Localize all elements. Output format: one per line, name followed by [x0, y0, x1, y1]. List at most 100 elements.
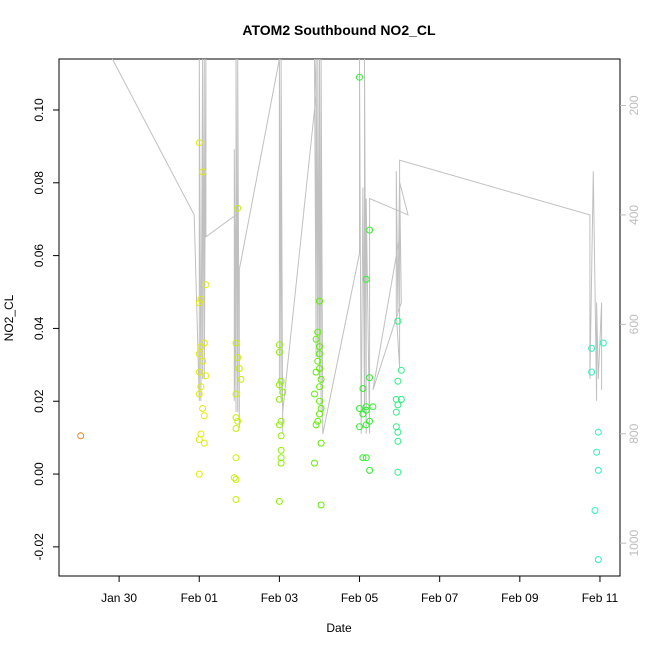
- data-point: [314, 417, 322, 425]
- data-point: [397, 366, 405, 374]
- data-point: [362, 421, 370, 429]
- data-point: [362, 454, 370, 462]
- data-point: [394, 428, 402, 436]
- data-point: [392, 408, 400, 416]
- secondary-series-line: [111, 58, 603, 434]
- plot-frame: [58, 58, 621, 577]
- data-point: [199, 405, 207, 412]
- data-point: [316, 297, 323, 305]
- data-point: [356, 405, 363, 412]
- data-point: [275, 381, 283, 389]
- data-point: [277, 454, 285, 462]
- data-point: [594, 556, 602, 564]
- data-point: [197, 343, 205, 351]
- points-layer: [77, 73, 607, 564]
- right-y-tick-label: 600: [627, 314, 641, 334]
- y-tick-label: 0.00: [32, 462, 46, 486]
- data-point: [317, 375, 325, 383]
- y-axis-label: NO2_CL: [2, 294, 16, 341]
- data-point: [369, 403, 377, 411]
- data-point: [394, 377, 402, 385]
- data-point: [311, 459, 318, 467]
- data-point: [277, 459, 285, 467]
- data-point: [195, 139, 203, 147]
- data-point: [275, 341, 283, 349]
- data-point: [199, 357, 207, 365]
- data-point: [232, 496, 240, 503]
- data-point: [195, 350, 203, 358]
- data-point: [237, 375, 245, 383]
- x-tick-label: Feb 07: [421, 591, 459, 605]
- secondary-line-layer: [111, 58, 603, 434]
- data-point: [359, 385, 367, 392]
- data-point: [277, 432, 285, 440]
- y-tick-label: -0.02: [32, 533, 46, 561]
- data-point: [200, 439, 208, 447]
- x-tick-label: Feb 05: [341, 591, 379, 605]
- y-tick-label: 0.06: [32, 244, 46, 268]
- data-point: [232, 390, 240, 398]
- y-axis: -0.02 0.00 0.02 0.04 0.06 0.08 0.10: [32, 98, 59, 561]
- data-point: [77, 432, 85, 440]
- data-point: [362, 275, 370, 283]
- y-tick-label: 0.02: [32, 389, 46, 413]
- data-point: [316, 343, 323, 351]
- data-point: [356, 423, 363, 431]
- chart-title: ATOM2 Southbound NO2_CL: [242, 22, 436, 38]
- data-point: [394, 401, 402, 409]
- data-point: [200, 412, 208, 420]
- data-point: [394, 437, 402, 445]
- data-point: [594, 428, 602, 436]
- x-tick-label: Feb 03: [261, 591, 299, 605]
- x-tick-label: Jan 30: [101, 591, 137, 605]
- right-y-tick-label: 200: [627, 95, 641, 115]
- data-point: [359, 454, 367, 462]
- data-point: [275, 395, 283, 403]
- data-point: [599, 339, 607, 347]
- data-point: [195, 436, 203, 443]
- data-point: [234, 204, 242, 212]
- data-point: [362, 406, 370, 414]
- data-point: [312, 368, 320, 376]
- data-point: [275, 497, 283, 505]
- data-point: [314, 328, 322, 336]
- data-point: [232, 454, 240, 462]
- data-point: [197, 295, 205, 303]
- data-point: [593, 448, 601, 456]
- data-point: [588, 368, 596, 376]
- data-point: [394, 468, 402, 476]
- data-point: [234, 417, 242, 425]
- data-point: [366, 466, 374, 474]
- data-point: [312, 421, 320, 429]
- data-point: [588, 344, 596, 352]
- x-tick-label: Feb 09: [501, 591, 539, 605]
- data-point: [366, 226, 374, 234]
- y-tick-label: 0.08: [32, 171, 46, 195]
- data-point: [232, 414, 240, 422]
- data-point: [234, 354, 242, 361]
- data-point: [277, 377, 285, 385]
- data-point: [277, 446, 285, 454]
- data-point: [199, 168, 207, 176]
- data-point: [397, 395, 405, 403]
- data-point: [312, 335, 320, 343]
- data-point: [311, 390, 318, 398]
- data-point: [195, 299, 203, 307]
- data-point: [202, 281, 210, 289]
- data-point: [195, 368, 203, 376]
- right-y-tick-label: 400: [627, 205, 641, 225]
- data-point: [235, 365, 243, 372]
- data-point: [394, 317, 402, 325]
- right-y-tick-label: 800: [627, 423, 641, 443]
- data-point: [232, 425, 240, 432]
- data-point: [314, 357, 322, 365]
- data-point: [594, 466, 602, 474]
- data-point: [362, 403, 370, 411]
- data-point: [317, 439, 325, 447]
- data-point: [316, 410, 323, 418]
- data-point: [195, 470, 203, 478]
- data-point: [275, 348, 283, 356]
- y-axis-right: 200 400 600 800 1000: [620, 95, 641, 557]
- data-point: [317, 501, 325, 509]
